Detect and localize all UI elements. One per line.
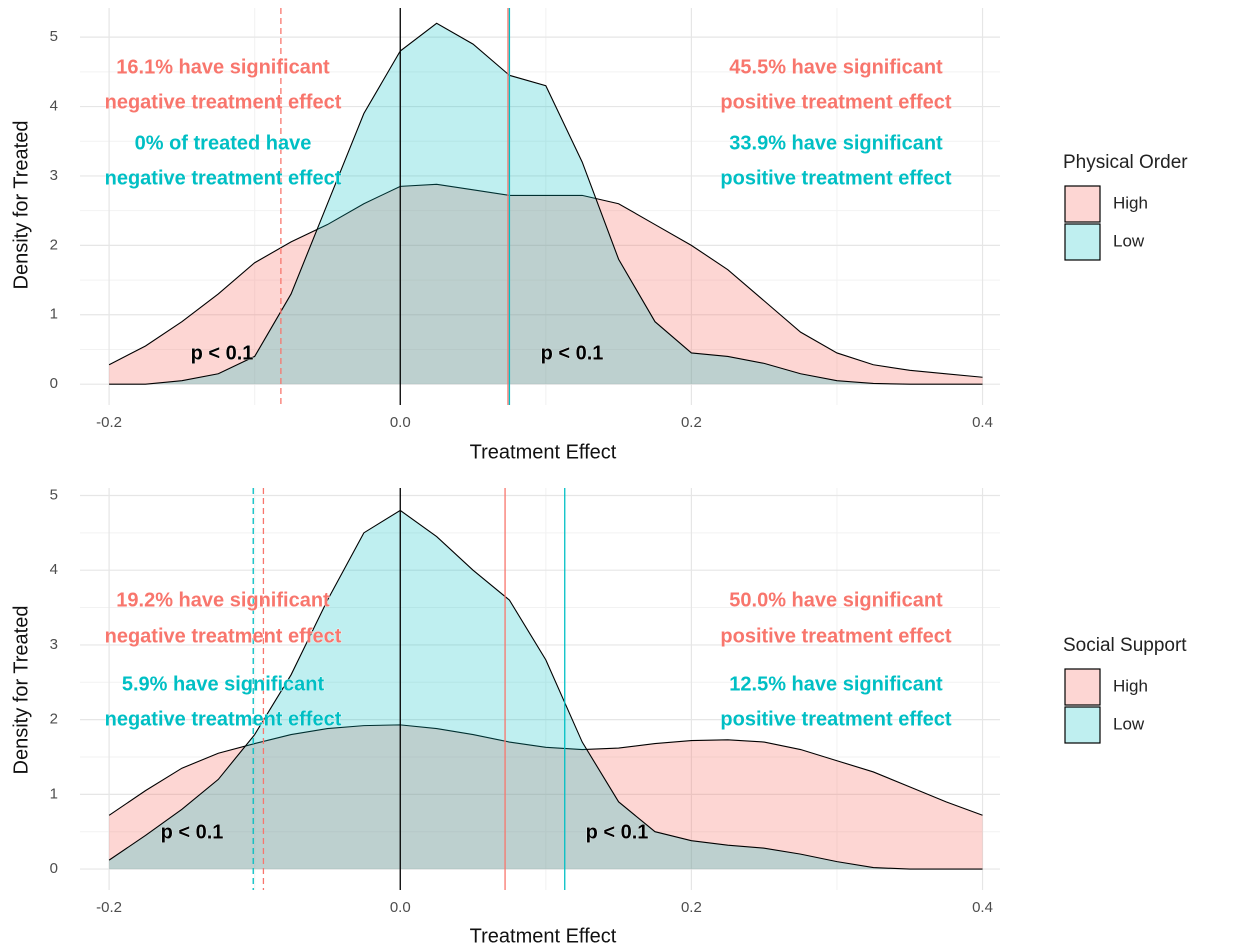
y-axis-label: Density for Treated bbox=[10, 121, 32, 290]
x-tick-label: 0.2 bbox=[681, 899, 702, 916]
y-tick-label: 4 bbox=[50, 561, 58, 578]
legend-key bbox=[1064, 223, 1101, 261]
annotation: 33.9% have significant bbox=[729, 132, 943, 154]
density-line bbox=[108, 509, 983, 870]
annotation: negative treatment effect bbox=[105, 91, 342, 113]
legend-key bbox=[1065, 224, 1100, 260]
x-tick-label: 0.0 bbox=[390, 414, 411, 431]
annotation: p < 0.1 bbox=[191, 342, 254, 364]
annotation: p < 0.1 bbox=[586, 821, 649, 843]
annotation: 5.9% have significant bbox=[122, 673, 325, 695]
y-tick-label: 5 bbox=[50, 28, 58, 45]
y-axis-label: Density for Treated bbox=[10, 606, 32, 775]
density-line bbox=[108, 724, 983, 816]
legend-title: Social Support bbox=[1063, 635, 1187, 656]
x-tick-label: 0.0 bbox=[390, 899, 411, 916]
y-tick-label: 1 bbox=[50, 306, 58, 323]
legend-key bbox=[1064, 668, 1101, 706]
y-tick-label: 5 bbox=[50, 486, 58, 503]
y-tick-label: 4 bbox=[50, 98, 58, 115]
x-axis-label: Treatment Effect bbox=[470, 441, 617, 463]
x-tick-label: 0.2 bbox=[681, 414, 702, 431]
y-tick-label: 3 bbox=[50, 636, 58, 653]
annotation: 19.2% have significant bbox=[116, 589, 330, 611]
annotation: 45.5% have significant bbox=[729, 56, 943, 78]
annotation: p < 0.1 bbox=[541, 342, 604, 364]
annotation: negative treatment effect bbox=[105, 625, 342, 647]
density-line bbox=[109, 22, 983, 385]
y-tick-label: 2 bbox=[50, 711, 58, 728]
legend-key bbox=[1065, 186, 1100, 222]
density-line bbox=[108, 183, 983, 378]
x-tick-label: -0.2 bbox=[96, 899, 122, 916]
annotation: positive treatment effect bbox=[720, 708, 952, 730]
annotation: 50.0% have significant bbox=[729, 589, 943, 611]
x-axis-label: Treatment Effect bbox=[470, 925, 617, 947]
y-tick-label: 0 bbox=[50, 860, 58, 877]
annotation: negative treatment effect bbox=[105, 708, 342, 730]
annotation: positive treatment effect bbox=[720, 167, 952, 189]
y-tick-label: 1 bbox=[50, 785, 58, 802]
x-tick-label: 0.4 bbox=[972, 899, 993, 916]
annotation: 0% of treated have bbox=[135, 132, 312, 154]
legend-key bbox=[1065, 707, 1100, 743]
annotation: 12.5% have significant bbox=[729, 673, 943, 695]
legend-title: Physical Order bbox=[1063, 152, 1188, 173]
annotation: positive treatment effect bbox=[720, 625, 952, 647]
legend-key bbox=[1064, 706, 1101, 744]
y-tick-label: 0 bbox=[50, 375, 58, 392]
y-tick-label: 2 bbox=[50, 236, 58, 253]
density-area bbox=[109, 23, 983, 385]
annotation: 16.1% have significant bbox=[116, 56, 330, 78]
y-tick-label: 3 bbox=[50, 167, 58, 184]
x-tick-label: 0.4 bbox=[972, 414, 993, 431]
annotation: positive treatment effect bbox=[720, 91, 952, 113]
annotation: negative treatment effect bbox=[105, 167, 342, 189]
annotation: p < 0.1 bbox=[161, 821, 224, 843]
legend-label: Low bbox=[1113, 714, 1145, 733]
legend-key bbox=[1064, 185, 1101, 223]
legend-label: High bbox=[1113, 676, 1148, 695]
density-area bbox=[109, 184, 983, 385]
density-area bbox=[109, 724, 983, 870]
legend-key bbox=[1065, 669, 1100, 705]
x-tick-label: -0.2 bbox=[96, 414, 122, 431]
legend-label: High bbox=[1113, 193, 1148, 212]
legend-label: Low bbox=[1113, 231, 1145, 250]
